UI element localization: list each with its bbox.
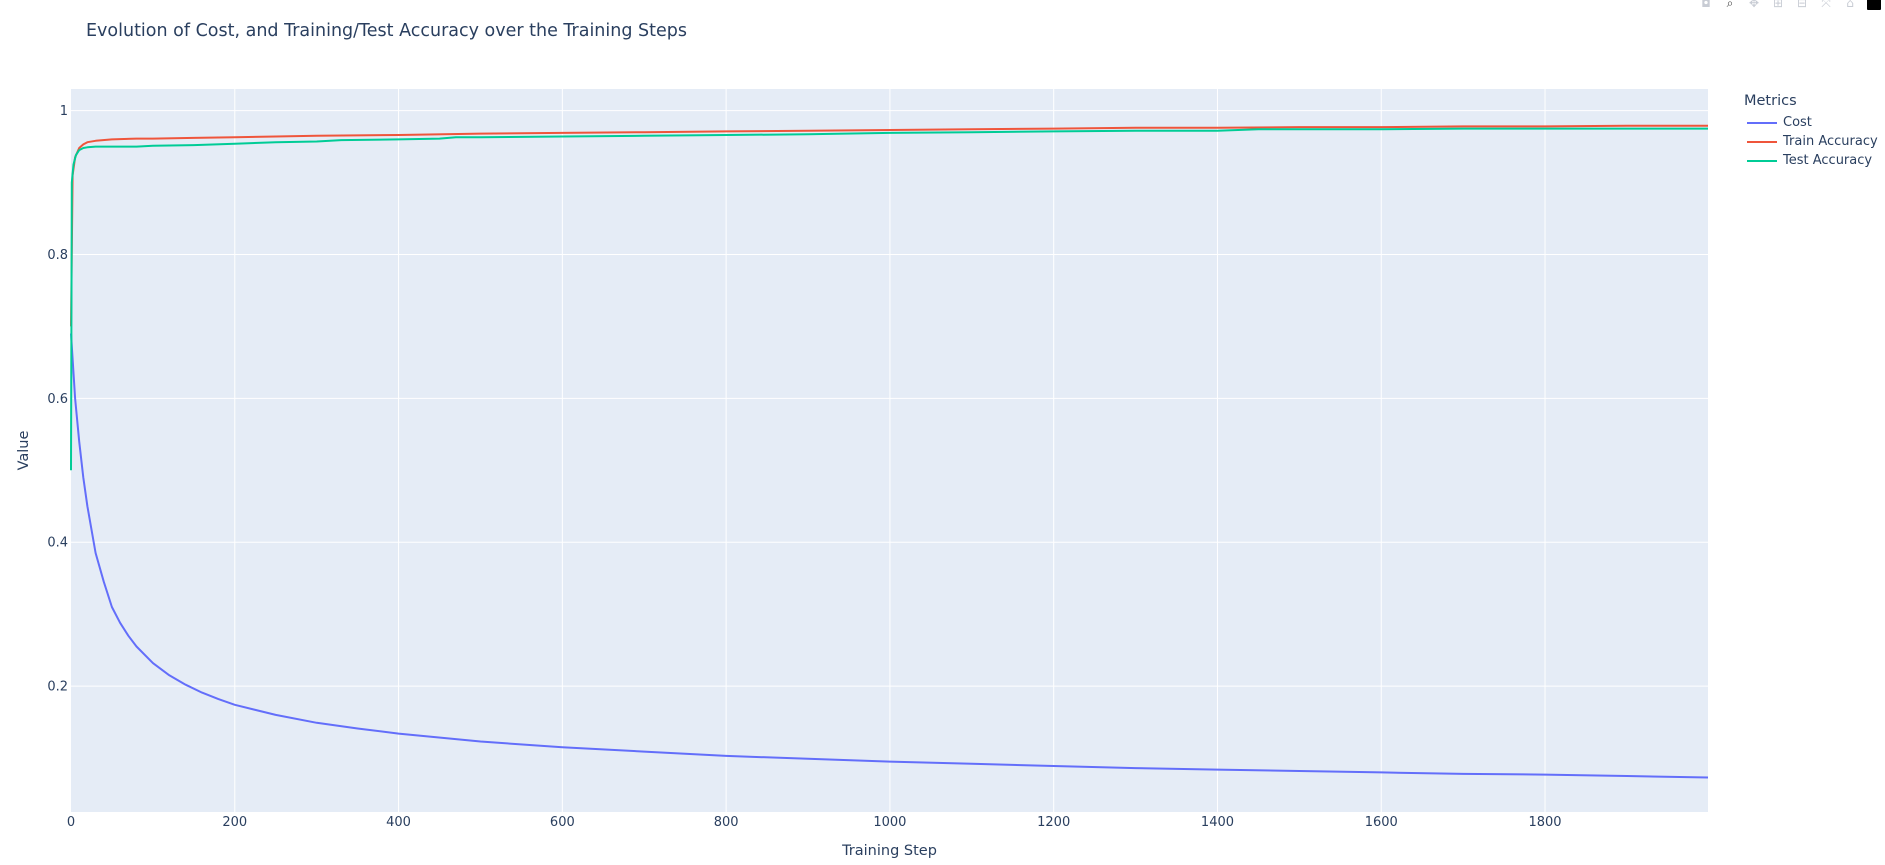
legend-swatch-test-accuracy	[1747, 159, 1777, 162]
zoom-out-icon[interactable]: ⊟	[1796, 0, 1808, 10]
x-tick-label: 400	[386, 815, 411, 830]
legend-item-train-accuracy[interactable]: Train Accuracy	[1744, 132, 1878, 151]
legend-item-test-accuracy[interactable]: Test Accuracy	[1744, 151, 1878, 170]
legend: Metrics Cost Train Accuracy Test Accurac…	[1744, 93, 1878, 170]
x-tick-label: 1000	[873, 815, 906, 830]
y-tick-label: 1	[60, 104, 68, 119]
x-tick-label: 0	[67, 815, 75, 830]
x-tick-label: 1800	[1528, 815, 1561, 830]
grid-lines	[71, 89, 1708, 812]
legend-title: Metrics	[1744, 93, 1797, 109]
y-axis-title: Value	[16, 431, 32, 471]
x-tick-label: 600	[550, 815, 575, 830]
legend-label-train-accuracy: Train Accuracy	[1783, 134, 1878, 149]
x-tick-label: 1400	[1201, 815, 1234, 830]
modebar: ◘ ⌕ ✥ ⊞ ⊟ ⤧ ⌂	[1697, 0, 1881, 10]
x-tick-label: 1600	[1365, 815, 1398, 830]
plotly-logo-icon[interactable]	[1867, 0, 1881, 10]
series-line-test-accuracy[interactable]	[70, 127, 1708, 471]
y-tick-label: 0.8	[47, 248, 68, 263]
legend-item-cost[interactable]: Cost	[1744, 113, 1878, 132]
zoom-icon[interactable]: ⌕	[1726, 0, 1734, 10]
series-line-train-accuracy[interactable]	[70, 124, 1708, 327]
tick-labels: 0 200 400 600 800 1000 1200 1400 1600 1800 0.2 0.4 0…	[47, 104, 1561, 830]
legend-label-test-accuracy: Test Accuracy	[1783, 153, 1873, 168]
x-tick-label: 800	[714, 815, 739, 830]
series-lines	[70, 124, 1709, 779]
camera-icon[interactable]: ◘	[1701, 0, 1711, 10]
x-axis-title: Training Step	[841, 843, 937, 859]
series-line-cost[interactable]	[70, 333, 1709, 779]
pan-icon[interactable]: ✥	[1748, 0, 1760, 10]
legend-swatch-train-accuracy	[1747, 140, 1777, 143]
legend-swatch-cost	[1747, 121, 1777, 124]
y-tick-label: 0.2	[47, 680, 68, 695]
zoom-in-icon[interactable]: ⊞	[1772, 0, 1784, 10]
x-tick-label: 1200	[1037, 815, 1070, 830]
autoscale-icon[interactable]: ⤧	[1821, 0, 1831, 10]
home-icon[interactable]: ⌂	[1846, 0, 1854, 10]
y-tick-label: 0.4	[47, 536, 68, 551]
x-tick-label: 200	[222, 815, 247, 830]
chart-title: Evolution of Cost, and Training/Test Acc…	[86, 21, 687, 41]
y-tick-label: 0.6	[47, 392, 68, 407]
legend-label-cost: Cost	[1783, 115, 1812, 130]
